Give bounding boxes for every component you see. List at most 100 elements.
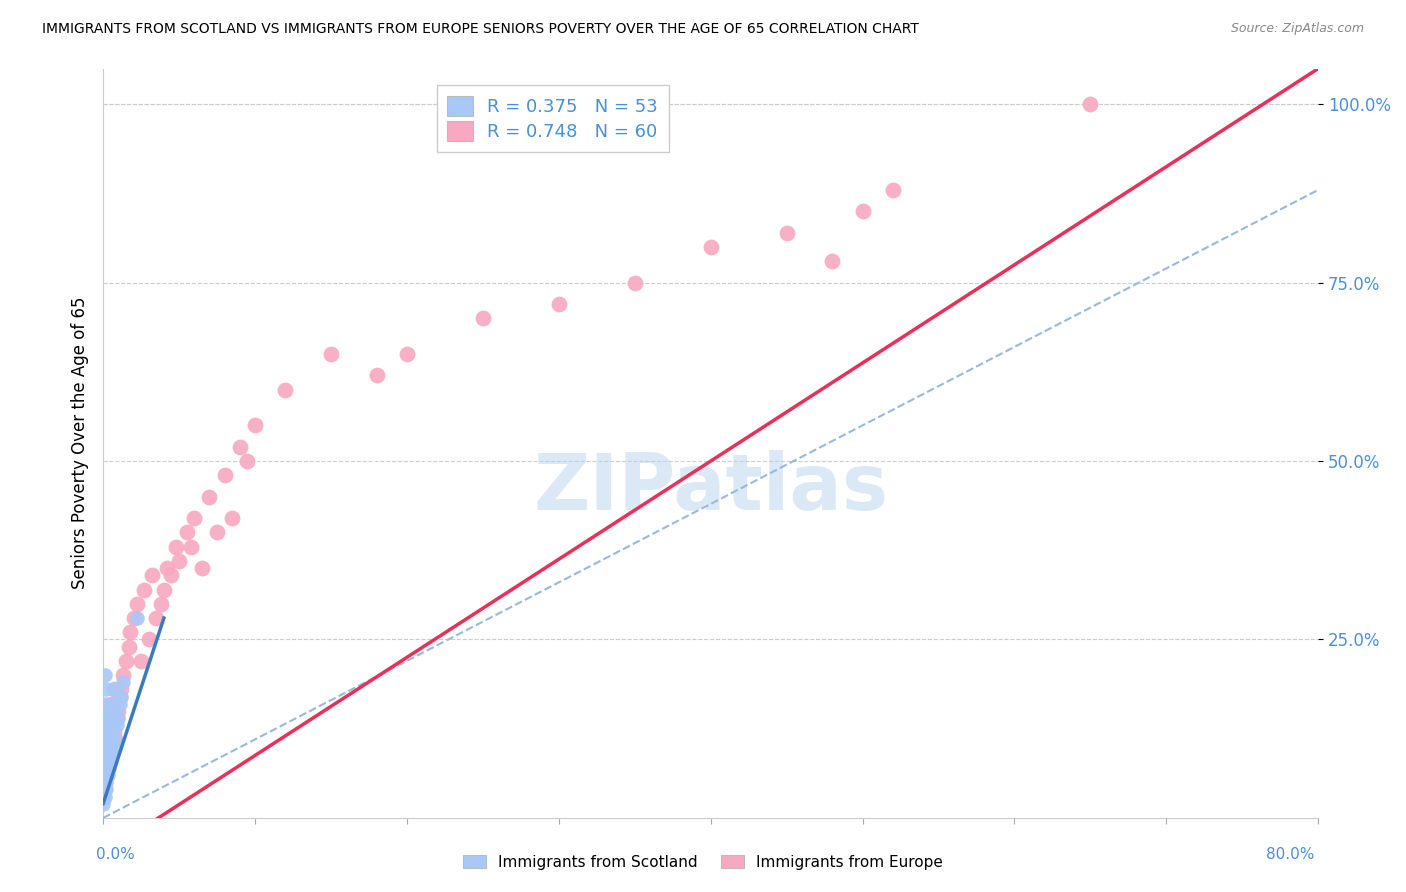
Point: [103, 682, 125, 697]
Point: [205, 525, 228, 540]
Point: [699, 240, 721, 254]
Point: [101, 704, 124, 718]
Point: [111, 675, 134, 690]
Point: [108, 690, 131, 704]
Point: [97, 754, 120, 768]
Legend: R = 0.375   N = 53, R = 0.748   N = 60: R = 0.375 N = 53, R = 0.748 N = 60: [437, 85, 669, 152]
Point: [623, 276, 645, 290]
Point: [98, 725, 121, 739]
Point: [115, 654, 138, 668]
Point: [100, 697, 122, 711]
Point: [104, 732, 127, 747]
Point: [96, 747, 118, 761]
Legend: Immigrants from Scotland, Immigrants from Europe: Immigrants from Scotland, Immigrants fro…: [456, 847, 950, 877]
Point: [98, 754, 121, 768]
Point: [167, 554, 190, 568]
Point: [153, 582, 176, 597]
Point: [91, 789, 114, 804]
Point: [97, 711, 120, 725]
Point: [120, 625, 142, 640]
Point: [129, 654, 152, 668]
Point: [214, 468, 236, 483]
Point: [107, 704, 129, 718]
Point: [93, 761, 115, 775]
Point: [198, 490, 221, 504]
Point: [91, 775, 114, 789]
Point: [97, 747, 120, 761]
Point: [274, 383, 297, 397]
Point: [93, 754, 115, 768]
Point: [96, 682, 118, 697]
Point: [221, 511, 243, 525]
Point: [138, 632, 160, 647]
Point: [101, 739, 124, 754]
Point: [100, 725, 122, 739]
Point: [91, 775, 114, 789]
Point: [319, 347, 342, 361]
Point: [98, 739, 121, 754]
Point: [93, 789, 115, 804]
Point: [243, 418, 266, 433]
Point: [100, 754, 122, 768]
Point: [96, 732, 118, 747]
Point: [100, 732, 122, 747]
Point: [145, 611, 167, 625]
Point: [183, 511, 205, 525]
Point: [93, 768, 115, 782]
Point: [93, 782, 115, 797]
Point: [98, 747, 121, 761]
Point: [96, 768, 118, 782]
Point: [105, 718, 128, 732]
Point: [97, 761, 120, 775]
Point: [98, 711, 121, 725]
Point: [191, 561, 214, 575]
Text: IMMIGRANTS FROM SCOTLAND VS IMMIGRANTS FROM EUROPE SENIORS POVERTY OVER THE AGE : IMMIGRANTS FROM SCOTLAND VS IMMIGRANTS F…: [42, 22, 920, 37]
Point: [149, 597, 172, 611]
Point: [134, 582, 156, 597]
Point: [110, 682, 132, 697]
Point: [141, 568, 163, 582]
Point: [395, 347, 418, 361]
Point: [96, 782, 118, 797]
Point: [110, 690, 132, 704]
Point: [118, 640, 141, 654]
Point: [96, 725, 118, 739]
Point: [103, 725, 125, 739]
Point: [93, 668, 115, 682]
Point: [98, 754, 121, 768]
Point: [96, 775, 118, 789]
Point: [180, 540, 202, 554]
Point: [97, 718, 120, 732]
Point: [93, 775, 115, 789]
Point: [852, 204, 875, 219]
Point: [96, 761, 118, 775]
Text: ZIPatlas: ZIPatlas: [533, 450, 889, 526]
Point: [96, 725, 118, 739]
Point: [165, 540, 187, 554]
Point: [366, 368, 388, 383]
Text: Source: ZipAtlas.com: Source: ZipAtlas.com: [1230, 22, 1364, 36]
Point: [775, 226, 797, 240]
Point: [108, 697, 131, 711]
Point: [97, 761, 120, 775]
Point: [97, 704, 120, 718]
Point: [103, 704, 125, 718]
Point: [1080, 97, 1102, 112]
Point: [122, 611, 145, 625]
Point: [125, 597, 148, 611]
Point: [101, 718, 124, 732]
Point: [100, 747, 122, 761]
Y-axis label: Seniors Poverty Over the Age of 65: Seniors Poverty Over the Age of 65: [72, 297, 89, 590]
Point: [125, 611, 148, 625]
Point: [96, 768, 118, 782]
Point: [91, 782, 114, 797]
Point: [96, 754, 118, 768]
Point: [101, 747, 124, 761]
Point: [105, 711, 128, 725]
Point: [98, 761, 121, 775]
Point: [111, 668, 134, 682]
Point: [93, 697, 115, 711]
Point: [93, 739, 115, 754]
Point: [101, 697, 124, 711]
Point: [103, 682, 125, 697]
